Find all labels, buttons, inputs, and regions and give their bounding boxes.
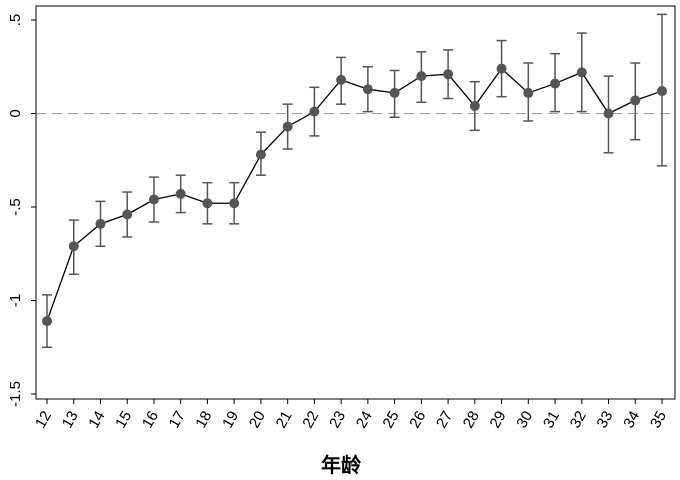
x-tick-label: 29	[487, 408, 510, 431]
x-tick-label: 24	[353, 408, 376, 431]
x-tick-label: 30	[513, 408, 536, 431]
x-tick-label: 25	[380, 408, 403, 431]
x-tick-label: 35	[647, 408, 670, 431]
data-point	[362, 84, 373, 95]
data-point	[68, 241, 79, 252]
x-tick-label: 22	[299, 408, 322, 431]
x-tick-label: 23	[326, 408, 349, 431]
x-tick-label: 12	[32, 408, 55, 431]
x-tick-label: 26	[406, 408, 429, 431]
y-tick-label: -1	[7, 294, 24, 307]
x-tick-label: 18	[192, 408, 215, 431]
data-point	[255, 149, 266, 160]
data-point	[175, 188, 186, 199]
data-point	[496, 63, 507, 74]
data-point	[389, 87, 400, 98]
data-points	[42, 63, 667, 327]
x-axis-title: 年龄	[321, 453, 362, 477]
x-tick-label: 13	[59, 408, 82, 431]
series-line	[46, 67, 663, 322]
data-point	[443, 69, 454, 80]
data-point	[229, 198, 240, 209]
x-tick-label: 34	[620, 408, 643, 431]
x-tick-label: 19	[219, 408, 242, 431]
data-point	[603, 108, 614, 119]
plot-frame	[35, 5, 676, 400]
data-point	[148, 194, 159, 205]
x-tick-label: 14	[85, 408, 108, 431]
data-point	[202, 198, 213, 209]
x-tick-label: 16	[139, 408, 162, 431]
x-tick-label: 32	[567, 408, 590, 431]
x-tick-label: 21	[273, 408, 296, 431]
data-point	[336, 74, 347, 85]
data-point	[416, 71, 427, 82]
y-tick-label: 0	[7, 109, 24, 117]
y-tick-label: -.5	[7, 198, 24, 216]
y-tick-label: .5	[7, 14, 24, 27]
data-point	[630, 95, 641, 106]
data-point	[282, 121, 293, 132]
x-tick-label: 31	[540, 408, 563, 431]
x-tick-label: 27	[433, 408, 456, 431]
x-tick-label: 28	[460, 408, 483, 431]
x-tick-label: 33	[593, 408, 616, 431]
y-axis: -1.5 -1 -.5 0 .5	[7, 14, 36, 407]
data-point	[469, 101, 480, 112]
data-point	[42, 316, 52, 327]
data-point	[576, 67, 587, 78]
x-axis: 12 13 14 15 16 17 18 19 20 21 22 23 24 25 26 27 28 29 30 31…	[32, 399, 670, 431]
y-tick-label: -1.5	[7, 381, 24, 407]
data-point	[657, 86, 667, 97]
error-bars	[42, 13, 667, 348]
data-point	[309, 106, 320, 117]
x-tick-label: 15	[112, 408, 135, 431]
data-point	[523, 87, 534, 98]
x-tick-label: 17	[166, 408, 189, 431]
data-point	[122, 209, 133, 220]
data-point	[550, 78, 561, 89]
x-tick-label: 20	[246, 408, 269, 431]
data-point	[95, 218, 106, 229]
